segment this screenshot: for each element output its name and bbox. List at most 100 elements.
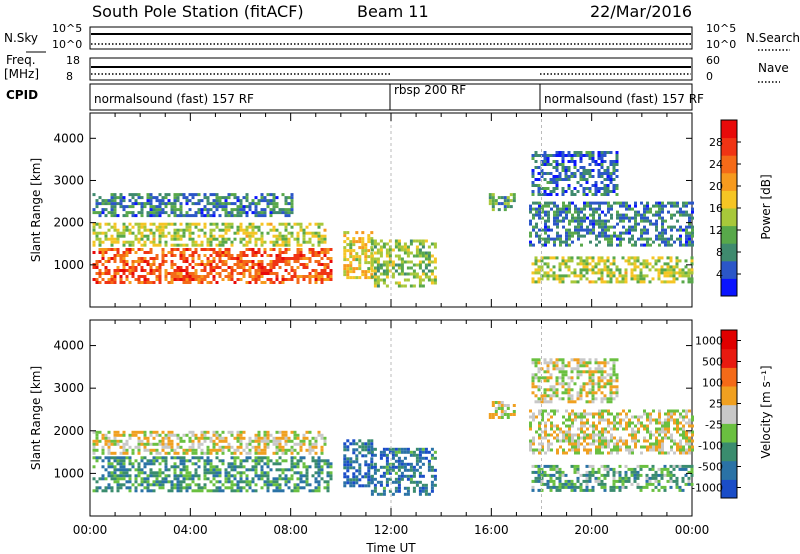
echo-cell-0 bbox=[227, 251, 231, 254]
echo-cell-2 bbox=[137, 196, 141, 200]
echo-cell-5 bbox=[543, 391, 547, 395]
echo-cell-8 bbox=[666, 271, 670, 275]
echo-cell-2 bbox=[140, 202, 144, 206]
echo-cell-5 bbox=[585, 361, 589, 365]
echo-cell-7 bbox=[651, 473, 655, 477]
echo-cell-1 bbox=[131, 451, 135, 455]
echo-cell-3 bbox=[388, 447, 392, 451]
echo-cell-5 bbox=[591, 388, 595, 392]
echo-cell-0 bbox=[254, 483, 258, 487]
echo-cell-1 bbox=[134, 433, 138, 437]
echo-cell-0 bbox=[143, 477, 147, 481]
echo-cell-0 bbox=[278, 462, 282, 466]
echo-cell-1 bbox=[158, 439, 162, 443]
echo-cell-8 bbox=[639, 268, 643, 272]
echo-cell-7 bbox=[669, 479, 673, 483]
echo-cell-8 bbox=[585, 265, 589, 269]
echo-cell-0 bbox=[107, 269, 111, 272]
echo-cell-1 bbox=[179, 436, 183, 440]
echo-cell-5 bbox=[546, 394, 550, 398]
echo-cell-3 bbox=[370, 453, 374, 457]
echo-cell-2 bbox=[197, 193, 201, 197]
echo-cell-0 bbox=[242, 480, 246, 484]
echo-cell-5 bbox=[537, 379, 541, 383]
echo-cell-4 bbox=[370, 269, 374, 273]
echo-cell-2 bbox=[355, 481, 359, 485]
echo-cell-0 bbox=[314, 272, 318, 275]
echo-cell-1 bbox=[92, 231, 96, 235]
echo-cell-7 bbox=[564, 479, 568, 483]
colorbar-swatch bbox=[721, 479, 737, 499]
echo-cell-1 bbox=[212, 439, 216, 443]
echo-cell-8 bbox=[543, 271, 547, 275]
echo-cell-3 bbox=[349, 243, 353, 247]
echo-cell-0 bbox=[113, 257, 117, 260]
echo-cell-2 bbox=[182, 193, 186, 197]
echo-cell-7 bbox=[588, 473, 592, 477]
echo-cell-0 bbox=[155, 266, 159, 269]
echo-cell-8 bbox=[627, 256, 631, 260]
echo-cell-8 bbox=[630, 277, 634, 281]
echo-cell-6 bbox=[592, 439, 595, 443]
echo-cell-0 bbox=[290, 459, 294, 463]
echo-cell-7 bbox=[547, 219, 550, 223]
echo-cell-1 bbox=[257, 430, 261, 434]
echo-cell-2 bbox=[218, 202, 222, 206]
echo-cell-0 bbox=[122, 459, 126, 463]
echo-cell-0 bbox=[284, 263, 288, 266]
echo-cell-8 bbox=[657, 274, 661, 278]
echo-cell-7 bbox=[538, 207, 541, 211]
echo-cell-0 bbox=[296, 489, 300, 493]
echo-cell-0 bbox=[230, 474, 234, 478]
echo-cell-7 bbox=[649, 222, 652, 226]
echo-cell-4 bbox=[418, 278, 422, 282]
echo-cell-7 bbox=[673, 225, 676, 229]
echo-cell-0 bbox=[161, 248, 165, 251]
echo-cell-0 bbox=[113, 281, 117, 284]
echo-cell-1 bbox=[161, 436, 165, 440]
echo-cell-1 bbox=[197, 243, 201, 247]
echo-cell-6 bbox=[558, 151, 562, 154]
echo-cell-0 bbox=[182, 254, 186, 257]
echo-cell-1 bbox=[230, 433, 234, 437]
echo-cell-6 bbox=[615, 163, 619, 166]
echo-cell-6 bbox=[574, 442, 577, 446]
echo-cell-0 bbox=[266, 278, 270, 281]
echo-cell-2 bbox=[290, 205, 294, 209]
echo-cell-7 bbox=[549, 488, 553, 492]
echo-cell-5 bbox=[543, 394, 547, 398]
echo-cell-1 bbox=[95, 448, 99, 452]
echo-cell-2 bbox=[134, 193, 138, 197]
echo-cell-3 bbox=[406, 468, 410, 472]
echo-cell-6 bbox=[643, 445, 646, 449]
echo-cell-1 bbox=[149, 430, 153, 434]
echo-cell-8 bbox=[588, 256, 592, 260]
echo-cell-7 bbox=[558, 470, 562, 474]
echo-cell-0 bbox=[158, 480, 162, 484]
echo-cell-0 bbox=[131, 272, 135, 275]
echo-cell-0 bbox=[290, 477, 294, 481]
echo-cell-0 bbox=[224, 263, 228, 266]
echo-cell-8 bbox=[660, 280, 664, 284]
echo-cell-6 bbox=[529, 439, 532, 443]
echo-cell-3 bbox=[373, 453, 377, 457]
echo-cell-0 bbox=[170, 248, 174, 251]
echo-cell-7 bbox=[640, 234, 643, 238]
echo-cell-0 bbox=[275, 462, 279, 466]
echo-cell-1 bbox=[245, 451, 249, 455]
echo-cell-8 bbox=[606, 271, 610, 275]
echo-cell-2 bbox=[146, 211, 150, 215]
echo-cell-6 bbox=[547, 418, 550, 422]
echo-cell-1 bbox=[263, 451, 267, 455]
echo-cell-1 bbox=[203, 439, 207, 443]
echo-cell-1 bbox=[290, 448, 294, 452]
echo-cell-1 bbox=[221, 240, 225, 244]
echo-cell-8 bbox=[543, 262, 547, 266]
echo-cell-1 bbox=[161, 225, 165, 229]
echo-cell-1 bbox=[239, 237, 243, 241]
echo-cell-7 bbox=[597, 479, 601, 483]
echo-cell-1 bbox=[254, 243, 258, 247]
echo-cell-7 bbox=[652, 204, 655, 208]
echo-cell-8 bbox=[537, 280, 541, 284]
echo-cell-0 bbox=[227, 480, 231, 484]
